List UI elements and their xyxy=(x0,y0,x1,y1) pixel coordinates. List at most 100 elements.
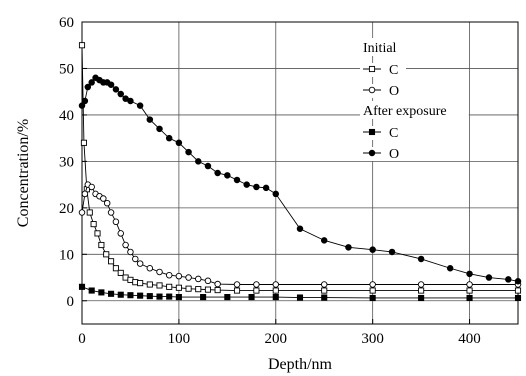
data-point xyxy=(117,230,125,237)
data-point xyxy=(514,278,522,285)
data-point xyxy=(253,281,260,288)
data-point xyxy=(166,293,173,300)
data-point xyxy=(175,139,183,147)
data-point xyxy=(90,221,97,228)
data-point xyxy=(466,294,473,302)
data-point xyxy=(156,282,163,289)
data-point xyxy=(262,184,270,192)
data-point xyxy=(98,289,105,296)
legend-entry-bg xyxy=(360,126,406,140)
data-point xyxy=(204,286,212,293)
data-point xyxy=(272,294,279,301)
axis-ticks: 0 10 20 30 40 50 60 0 100 200 300 400 xyxy=(59,15,481,347)
data-point xyxy=(204,162,212,170)
data-point xyxy=(321,287,328,294)
data-point xyxy=(345,244,352,251)
data-point xyxy=(122,241,129,249)
data-point xyxy=(417,255,425,263)
data-point xyxy=(146,116,154,123)
data-point xyxy=(466,287,473,294)
data-point xyxy=(369,246,376,253)
data-point xyxy=(369,287,376,294)
legend-entry-label: C xyxy=(389,63,398,78)
y-tick-label: 50 xyxy=(59,61,74,77)
data-point xyxy=(195,286,202,293)
data-point xyxy=(137,292,144,299)
data-point xyxy=(175,294,182,301)
data-point xyxy=(272,281,280,288)
legend-marker xyxy=(368,128,376,136)
data-point xyxy=(156,293,163,300)
data-point xyxy=(418,294,425,302)
data-point xyxy=(253,183,260,191)
data-point xyxy=(233,176,241,184)
data-point xyxy=(185,285,192,292)
x-tick-label: 100 xyxy=(168,331,191,347)
data-point xyxy=(127,248,134,256)
data-point xyxy=(132,255,139,263)
data-point xyxy=(88,79,95,86)
data-point xyxy=(127,292,134,299)
data-point xyxy=(321,294,328,301)
data-point xyxy=(466,281,473,288)
legend-group-title: Initial xyxy=(363,41,397,56)
data-point xyxy=(100,195,107,202)
series-after-exposure-c xyxy=(78,283,522,302)
data-point xyxy=(112,265,119,272)
data-point xyxy=(146,293,153,300)
data-point xyxy=(185,274,192,281)
data-point xyxy=(112,86,120,93)
data-point xyxy=(272,287,279,294)
data-point xyxy=(86,209,93,216)
y-axis-label: Concentration/% xyxy=(15,119,32,227)
data-point xyxy=(88,287,95,294)
data-point xyxy=(136,102,144,109)
data-point xyxy=(94,230,101,237)
data-point xyxy=(165,271,173,279)
data-point xyxy=(253,287,260,294)
series-initial-c xyxy=(78,42,522,294)
legend-entry-label: O xyxy=(389,84,399,99)
data-point xyxy=(156,125,163,133)
x-axis-label: Depth/nm xyxy=(268,356,333,373)
data-point xyxy=(369,281,376,288)
data-point xyxy=(108,258,115,265)
data-point xyxy=(78,42,86,49)
data-point xyxy=(103,199,111,207)
data-point xyxy=(146,281,153,288)
y-tick-label: 30 xyxy=(59,154,74,170)
data-point xyxy=(80,139,87,146)
data-point xyxy=(505,276,512,283)
data-point xyxy=(165,134,173,142)
x-tick-label: 300 xyxy=(361,331,384,347)
plot-frame xyxy=(81,21,519,325)
data-point xyxy=(214,287,221,294)
x-tick-label: 200 xyxy=(265,331,288,347)
legend-title-bg xyxy=(360,101,469,119)
data-point xyxy=(137,280,144,287)
data-point xyxy=(166,283,173,290)
data-point xyxy=(117,269,124,276)
y-tick-label: 20 xyxy=(59,201,74,217)
y-tick-label: 40 xyxy=(59,108,74,124)
data-point xyxy=(514,287,522,294)
data-point xyxy=(224,172,231,179)
data-point xyxy=(156,268,163,276)
data-point xyxy=(81,97,89,105)
data-point xyxy=(117,90,125,98)
data-point xyxy=(112,218,120,226)
data-point xyxy=(233,281,241,288)
data-point xyxy=(98,241,105,249)
data-point xyxy=(388,248,396,256)
data-point xyxy=(418,287,425,294)
data-point xyxy=(78,283,86,290)
data-point xyxy=(369,294,376,302)
legend-group-title: After exposure xyxy=(363,104,447,119)
legend-entry-label: C xyxy=(389,126,398,141)
data-point xyxy=(204,277,212,285)
y-tick-label: 60 xyxy=(59,15,74,31)
series-after-exposure-o xyxy=(78,74,522,285)
data-point xyxy=(107,209,115,216)
x-tick-label: 400 xyxy=(458,331,481,347)
data-point xyxy=(185,148,192,156)
